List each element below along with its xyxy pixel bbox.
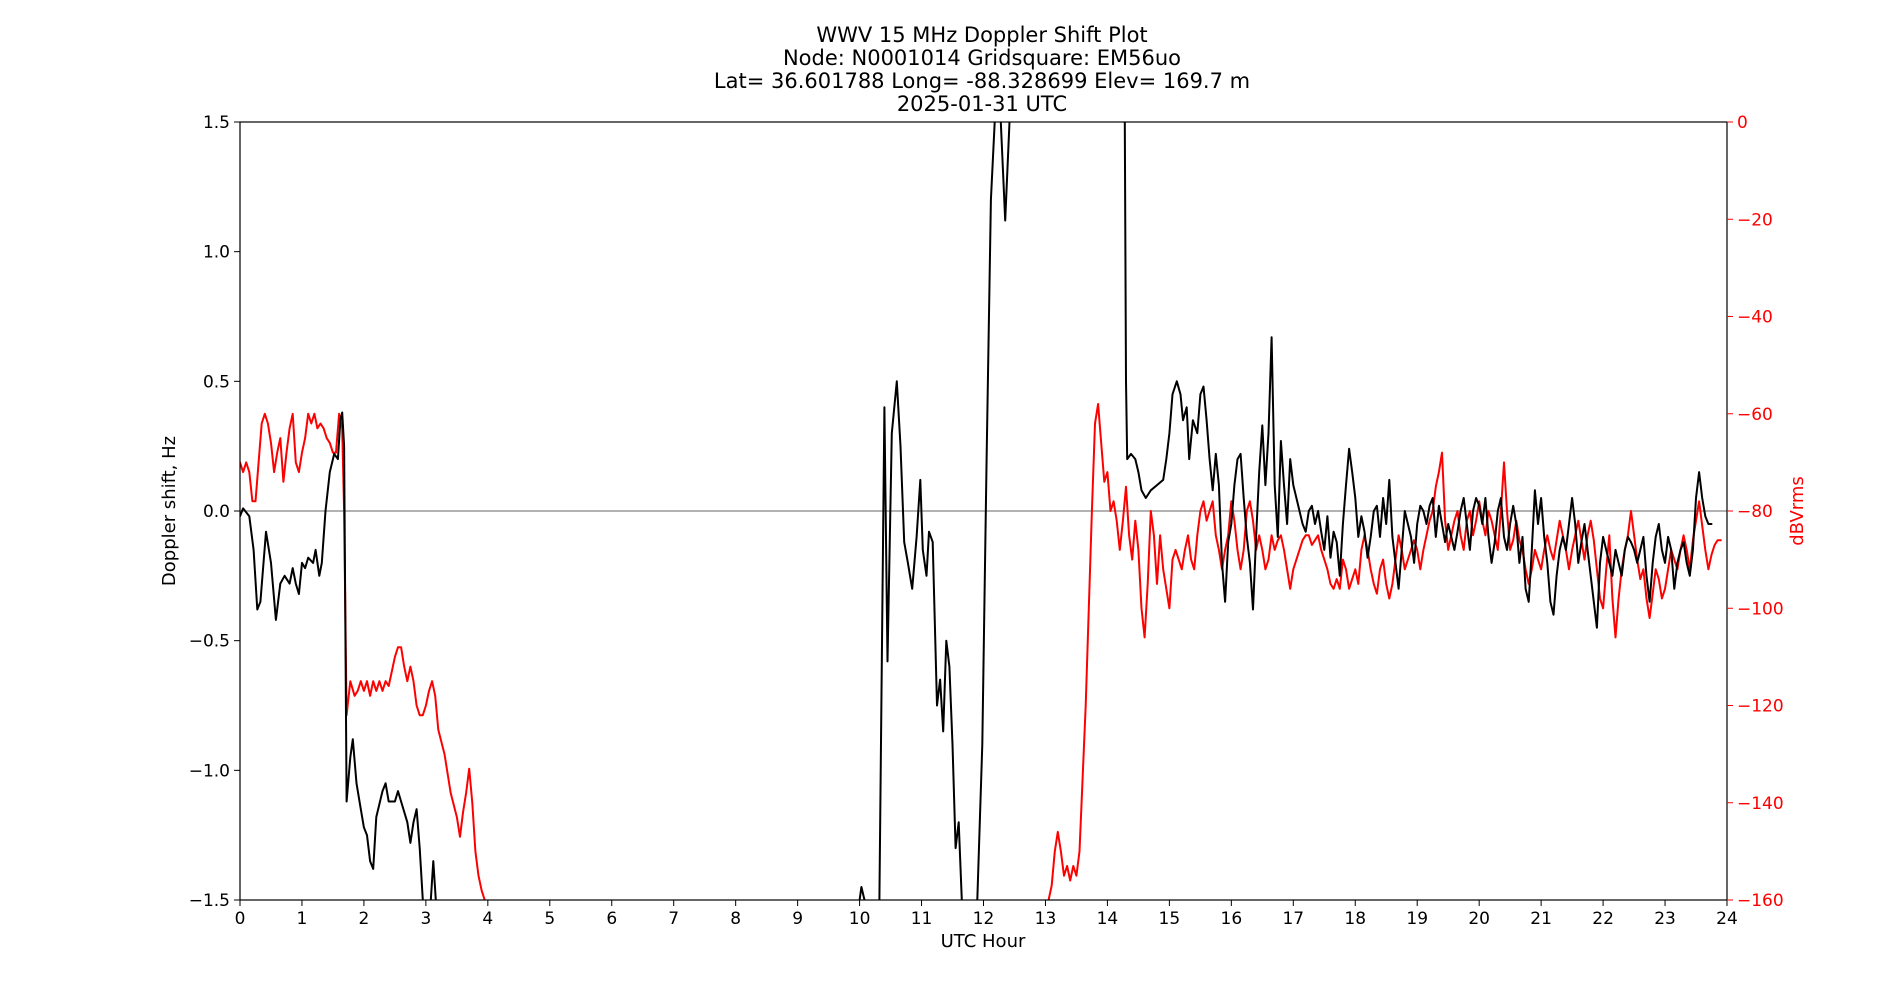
x-tick-label: 13	[1035, 909, 1057, 929]
title-line-2: Node: N0001014 Gridsquare: EM56uo	[783, 46, 1181, 70]
x-tick-label: 3	[420, 909, 431, 929]
doppler-shift-line-segment	[858, 886, 866, 900]
doppler-shift-line-segment	[999, 122, 1011, 222]
x-tick-label: 21	[1530, 909, 1552, 929]
y-left-tick-label: 0.0	[203, 502, 230, 522]
series-layer	[240, 122, 1722, 900]
y-left-tick-label: −1.5	[189, 891, 230, 911]
x-tick-label: 11	[911, 909, 933, 929]
doppler-shift-line-segment	[240, 411, 424, 900]
y-right-tick-label: −60	[1737, 405, 1773, 425]
x-tick-label: 9	[792, 909, 803, 929]
y-left-tick-label: 0.5	[203, 372, 230, 392]
x-tick-label: 18	[1344, 909, 1366, 929]
title-line-4: 2025-01-31 UTC	[897, 92, 1067, 116]
x-tick-label: 6	[606, 909, 617, 929]
x-tick-label: 15	[1159, 909, 1181, 929]
y-left-tick-label: 1.5	[203, 113, 230, 133]
x-tick-label: 22	[1592, 909, 1614, 929]
x-tick-label: 0	[235, 909, 246, 929]
x-tick-label: 12	[973, 909, 995, 929]
chart-title: WWV 15 MHz Doppler Shift Plot Node: N000…	[714, 23, 1250, 116]
signal-level-line-segment	[240, 412, 486, 900]
signal-level-line-segment	[1047, 403, 1722, 900]
x-tick-label: 1	[297, 909, 308, 929]
doppler-shift-line-segment	[1123, 122, 1713, 629]
x-tick-label: 20	[1468, 909, 1490, 929]
doppler-shift-line-segment	[878, 380, 963, 900]
y-right-tick-label: −20	[1737, 210, 1773, 230]
y-right-tick-label: −80	[1737, 502, 1773, 522]
y-right-tick-label: −160	[1737, 891, 1784, 911]
y-right-tick-label: −40	[1737, 308, 1773, 328]
x-tick-label: 4	[482, 909, 493, 929]
y-right-tick-label: −120	[1737, 697, 1784, 717]
y-axis-left-label: Doppler shift, Hz	[159, 436, 180, 586]
y-right-tick-label: −140	[1737, 794, 1784, 814]
y-axis-right-label: dBVrms	[1787, 476, 1808, 546]
x-tick-label: 10	[849, 909, 871, 929]
x-tick-label: 14	[1097, 909, 1119, 929]
x-axis: 0 1 2 3 4 5 6 7 8 9 10 11 12 13 14 15 16 17 18 19 20 21 22 23 24	[235, 900, 1738, 929]
x-tick-label: 23	[1654, 909, 1676, 929]
x-tick-label: 2	[359, 909, 370, 929]
x-axis-label: UTC Hour	[941, 931, 1026, 952]
x-tick-label: 8	[730, 909, 741, 929]
x-tick-label: 24	[1716, 909, 1738, 929]
x-tick-label: 7	[668, 909, 679, 929]
y-left-tick-label: −1.0	[189, 761, 230, 781]
y-left-tick-label: −0.5	[189, 632, 230, 652]
y-right-tick-label: −100	[1737, 599, 1784, 619]
title-line-1: WWV 15 MHz Doppler Shift Plot	[816, 23, 1147, 47]
doppler-shift-line-segment	[976, 122, 996, 900]
doppler-shift-line-segment	[429, 860, 437, 900]
title-line-3: Lat= 36.601788 Long= -88.328699 Elev= 16…	[714, 69, 1250, 93]
y-axis-right: 0 −20 −40 −60 −80 −100 −120 −140 −160	[1727, 113, 1784, 911]
x-tick-label: 17	[1282, 909, 1304, 929]
y-left-tick-label: 1.0	[203, 243, 230, 263]
x-tick-label: 19	[1406, 909, 1428, 929]
y-axis-left: 1.5 1.0 0.5 0.0 −0.5 −1.0 −1.5	[189, 113, 240, 911]
y-right-tick-label: 0	[1737, 113, 1748, 133]
x-tick-label: 5	[544, 909, 555, 929]
x-tick-label: 16	[1221, 909, 1243, 929]
